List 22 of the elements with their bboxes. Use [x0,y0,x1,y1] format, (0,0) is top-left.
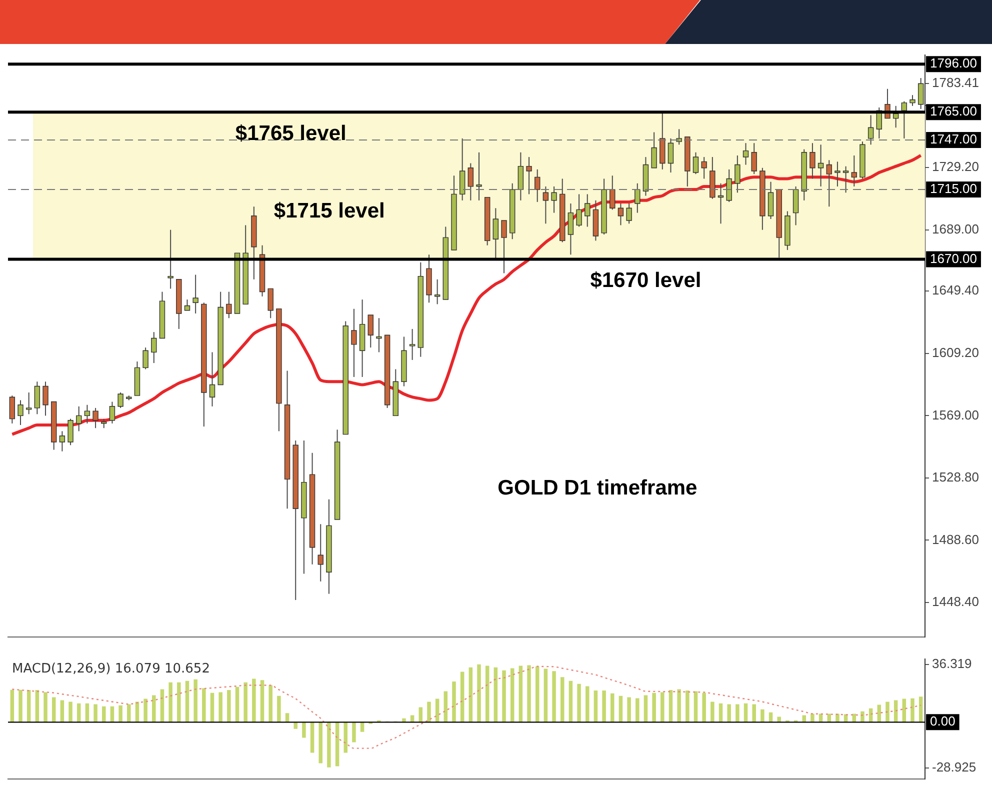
y-tick-label: 1528.80 [932,470,979,485]
ref-line-label: 1715.00 [930,181,977,196]
y-tick-label: 36.319 [932,656,972,672]
annotation: $1765 level [235,122,346,145]
y-tick-label: 1729.20 [932,159,979,174]
ref-line-label: 1670.00 [930,250,977,266]
y-tick-label: 1569.00 [932,407,979,422]
y-tick-label: 1488.60 [932,532,979,547]
y-tick-label: 1689.00 [932,221,979,236]
chart-title: MACD(12,26,9) 16.079 10.652 [12,662,210,677]
ref-line-label: 0.00 [930,714,956,729]
y-tick-label: 1649.40 [932,282,979,298]
annotation: $1670 level [590,269,702,292]
ref-line-label: 1796.00 [930,56,977,71]
y-tick-label: 1448.40 [932,594,979,610]
annotation: GOLD D1 timeframe [498,476,698,500]
ref-line-label: 1747.00 [930,132,977,147]
y-tick-label: 1783.41 [932,75,979,90]
ref-line-label: 1765.00 [930,104,977,119]
y-tick-label: 1609.20 [932,345,979,360]
y-tick-label: -28.925 [932,760,976,775]
annotation: $1715 level [274,199,385,222]
